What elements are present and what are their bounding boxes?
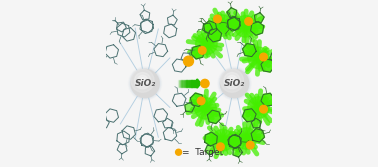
Polygon shape <box>203 23 212 33</box>
Polygon shape <box>261 59 275 72</box>
Circle shape <box>248 97 269 118</box>
Polygon shape <box>243 44 256 57</box>
Circle shape <box>135 72 151 89</box>
Polygon shape <box>251 118 261 128</box>
Polygon shape <box>227 17 240 31</box>
Circle shape <box>130 69 160 98</box>
Circle shape <box>139 78 146 84</box>
Circle shape <box>197 97 205 105</box>
Polygon shape <box>229 134 241 148</box>
Polygon shape <box>261 93 275 106</box>
Polygon shape <box>191 93 204 107</box>
Circle shape <box>220 69 249 98</box>
Polygon shape <box>251 129 265 142</box>
Circle shape <box>219 68 250 99</box>
Circle shape <box>246 141 254 149</box>
Circle shape <box>176 149 181 155</box>
Polygon shape <box>204 132 217 146</box>
Circle shape <box>129 67 162 100</box>
Polygon shape <box>227 8 237 18</box>
Polygon shape <box>270 53 280 62</box>
Text: SiO₂: SiO₂ <box>224 79 245 88</box>
Circle shape <box>229 78 235 84</box>
Polygon shape <box>208 29 222 42</box>
Polygon shape <box>254 13 264 23</box>
Circle shape <box>195 98 216 119</box>
Polygon shape <box>228 17 240 30</box>
Circle shape <box>245 18 253 25</box>
Polygon shape <box>205 145 215 155</box>
Circle shape <box>137 75 148 86</box>
Polygon shape <box>208 110 221 124</box>
Polygon shape <box>243 109 256 122</box>
Circle shape <box>196 33 217 54</box>
Circle shape <box>260 105 267 113</box>
Circle shape <box>131 69 154 92</box>
Circle shape <box>211 15 233 36</box>
Circle shape <box>212 129 234 151</box>
FancyArrow shape <box>197 79 201 88</box>
Circle shape <box>198 47 206 54</box>
Circle shape <box>218 67 251 100</box>
Polygon shape <box>204 21 217 34</box>
Text: SiO₂: SiO₂ <box>135 79 156 88</box>
Circle shape <box>130 68 161 99</box>
Circle shape <box>201 79 209 88</box>
Circle shape <box>220 69 243 92</box>
Circle shape <box>234 16 256 37</box>
Circle shape <box>260 53 267 61</box>
Circle shape <box>235 128 257 149</box>
Circle shape <box>217 143 224 151</box>
Polygon shape <box>233 147 243 157</box>
Circle shape <box>131 69 159 98</box>
Circle shape <box>224 72 240 89</box>
Polygon shape <box>191 46 204 59</box>
Polygon shape <box>251 22 264 35</box>
Polygon shape <box>228 135 241 148</box>
Circle shape <box>248 47 269 69</box>
Text: =  Target: = Target <box>181 148 223 157</box>
Polygon shape <box>185 102 195 112</box>
Circle shape <box>227 75 237 86</box>
Circle shape <box>184 56 194 66</box>
Circle shape <box>214 15 221 23</box>
Circle shape <box>220 69 249 98</box>
